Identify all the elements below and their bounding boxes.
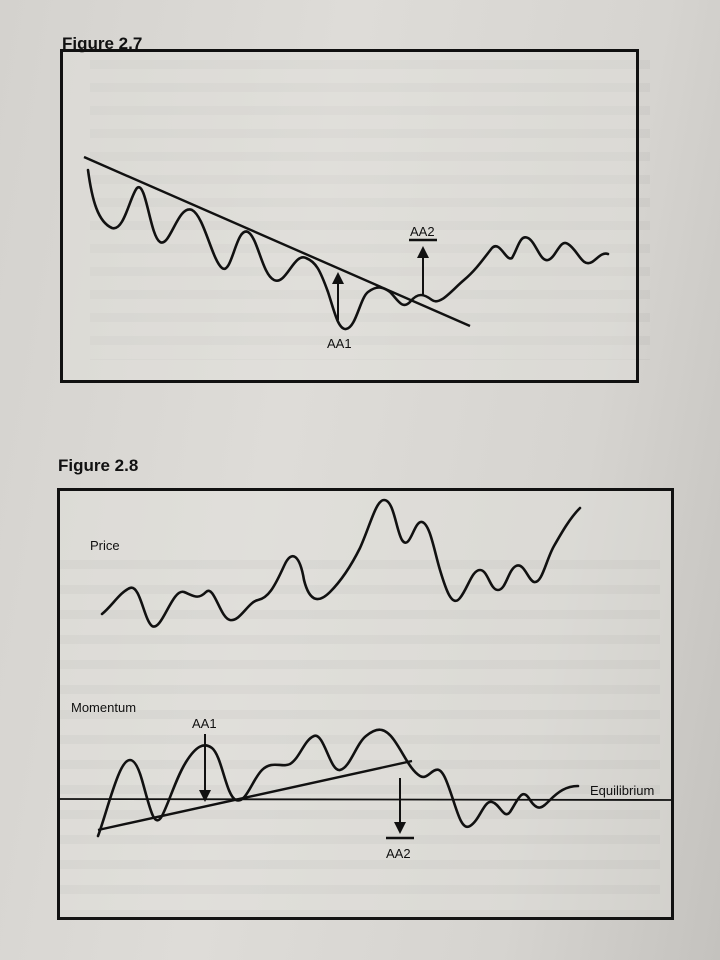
figure-2-8-box [57, 488, 674, 920]
fig27-aa1-label: AA1 [327, 336, 352, 351]
figure-2-7-label: Figure 2.7 [62, 34, 143, 53]
fig27-trendline [83, 155, 471, 328]
fig27-price-curve [86, 168, 610, 331]
fig28-momentum-label: Momentum [71, 700, 136, 715]
fig28-aa2-label: AA2 [386, 846, 411, 861]
fig28-price-label: Price [90, 538, 120, 553]
fig27-aa2-arrowhead [417, 246, 429, 258]
figure-2-8-label: Figure 2.8 [58, 456, 139, 475]
fig28-aa1-arrowhead [199, 790, 211, 802]
bleed-through-texture-top [90, 60, 650, 360]
fig28-momentum-trendline [97, 759, 413, 832]
fig27-aa1-arrowhead [332, 272, 344, 284]
fig28-equilibrium-line [57, 798, 673, 801]
fig27-aa2-label: AA2 [410, 224, 435, 239]
fig28-aa1-label: AA1 [192, 716, 217, 731]
fig28-aa2-arrowhead [394, 822, 406, 834]
fig28-price-curve [100, 498, 582, 628]
fig28-equilibrium-label: Equilibrium [590, 783, 654, 798]
fig28-momentum-curve [96, 728, 580, 838]
